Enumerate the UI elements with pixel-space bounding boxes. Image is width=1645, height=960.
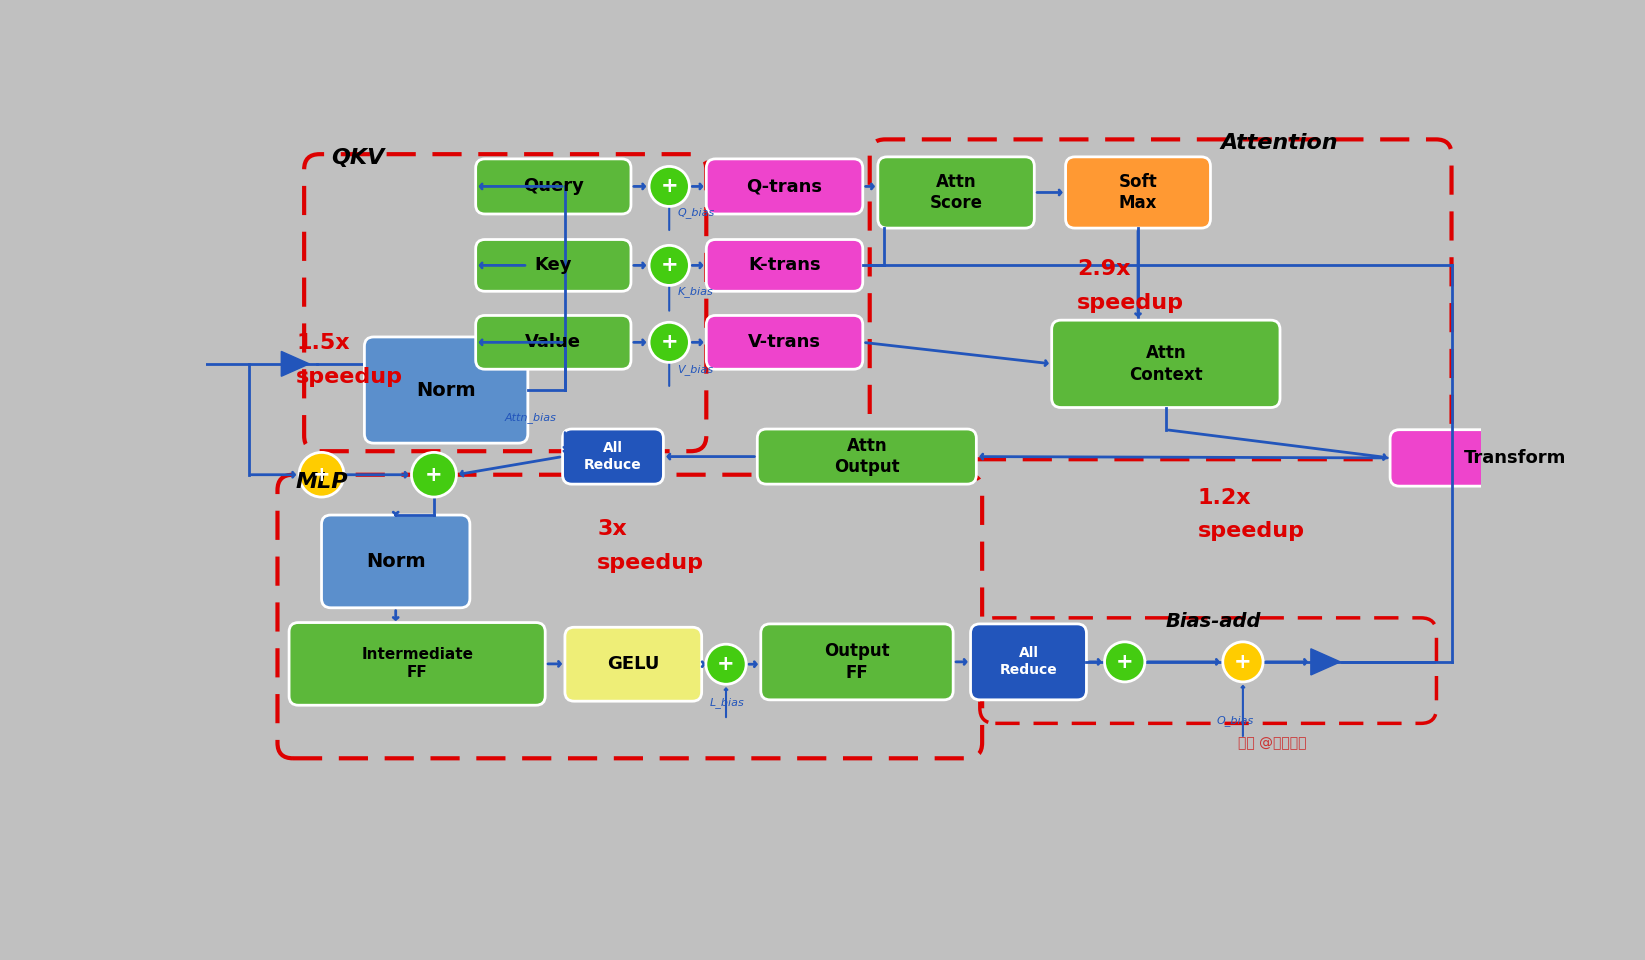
Text: V-trans: V-trans [748,333,821,351]
Text: Bias-add: Bias-add [1165,612,1260,632]
Text: +: + [1234,652,1252,672]
FancyBboxPatch shape [971,624,1086,700]
Text: All
Reduce: All Reduce [1000,646,1058,677]
Circle shape [650,323,689,362]
Text: +: + [1115,652,1133,672]
FancyBboxPatch shape [563,429,663,484]
Text: Attn
Output: Attn Output [834,437,900,476]
Circle shape [411,452,456,497]
Polygon shape [281,351,309,376]
Text: speedup: speedup [1198,521,1304,541]
Text: Q-trans: Q-trans [747,178,822,196]
FancyBboxPatch shape [564,627,702,701]
FancyBboxPatch shape [757,429,977,484]
Text: +: + [313,465,331,485]
Text: Norm: Norm [365,552,426,571]
Text: QKV: QKV [331,148,385,168]
Text: speedup: speedup [296,367,403,387]
Text: Intermediate
FF: Intermediate FF [362,647,474,681]
Circle shape [1104,642,1145,682]
Text: Attn
Context: Attn Context [1128,344,1202,384]
Text: L_bias: L_bias [709,697,745,708]
Text: K-trans: K-trans [748,256,821,275]
FancyBboxPatch shape [878,156,1035,228]
Text: Norm: Norm [416,380,475,399]
Text: Soft
Max: Soft Max [1119,173,1158,212]
Circle shape [650,166,689,206]
Text: Output
FF: Output FF [824,642,890,682]
FancyBboxPatch shape [706,240,862,291]
Text: V_bias: V_bias [678,364,714,374]
Text: Q_bias: Q_bias [678,206,714,218]
Text: 1.5x: 1.5x [296,333,350,353]
Text: +: + [660,332,678,352]
Text: All
Reduce: All Reduce [584,442,642,472]
Text: Attention: Attention [1221,132,1339,153]
FancyBboxPatch shape [706,316,862,370]
FancyBboxPatch shape [1051,321,1280,407]
Text: 1.2x: 1.2x [1198,488,1252,508]
Text: Value: Value [525,333,581,351]
Text: 知乎 @紫气东来: 知乎 @紫气东来 [1237,736,1306,750]
FancyBboxPatch shape [1390,430,1640,486]
FancyBboxPatch shape [290,622,544,706]
FancyBboxPatch shape [475,240,632,291]
Text: speedup: speedup [1077,293,1184,313]
Text: +: + [717,654,735,674]
Text: K_bias: K_bias [678,286,712,297]
Text: +: + [424,465,443,485]
Circle shape [1222,642,1263,682]
Text: +: + [660,255,678,276]
Text: Key: Key [535,256,572,275]
Text: O_bias: O_bias [1216,715,1253,727]
Text: 2.9x: 2.9x [1077,259,1130,279]
Circle shape [706,644,747,684]
FancyBboxPatch shape [475,316,632,370]
Circle shape [650,246,689,285]
Polygon shape [1311,649,1341,675]
Text: 3x: 3x [597,519,627,540]
FancyBboxPatch shape [1066,156,1211,228]
FancyBboxPatch shape [321,515,470,608]
Text: +: + [660,177,678,197]
Text: speedup: speedup [597,553,704,573]
FancyBboxPatch shape [706,158,862,214]
Text: MLP: MLP [296,472,349,492]
Text: Attn_bias: Attn_bias [505,412,556,422]
FancyBboxPatch shape [760,624,952,700]
FancyBboxPatch shape [475,158,632,214]
Text: Attn
Score: Attn Score [929,173,982,212]
Circle shape [299,452,344,497]
Text: Transform: Transform [1464,449,1566,467]
Text: GELU: GELU [607,656,660,673]
FancyBboxPatch shape [365,337,528,444]
Text: Query: Query [523,178,584,196]
